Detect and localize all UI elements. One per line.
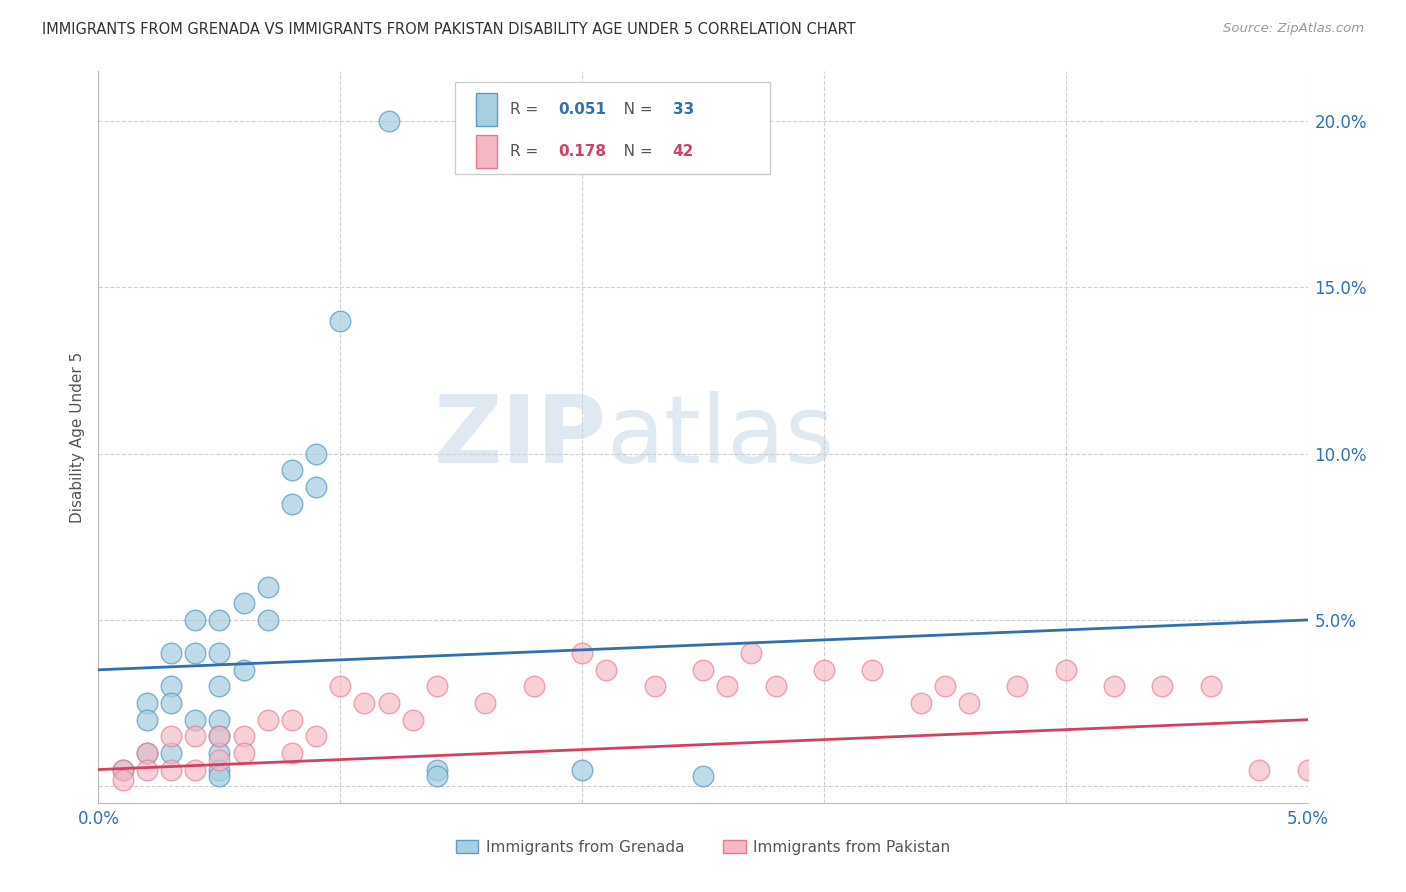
Point bbox=[305, 447, 328, 461]
Point bbox=[208, 646, 231, 660]
Point bbox=[160, 696, 183, 710]
Text: R =: R = bbox=[509, 145, 543, 159]
Point bbox=[305, 729, 328, 743]
Text: 42: 42 bbox=[673, 145, 695, 159]
Point bbox=[281, 713, 304, 727]
Point bbox=[184, 613, 207, 627]
Point bbox=[1199, 680, 1222, 694]
Point bbox=[571, 646, 593, 660]
Point bbox=[208, 729, 231, 743]
Point bbox=[644, 680, 666, 694]
Text: atlas: atlas bbox=[606, 391, 835, 483]
Point bbox=[160, 646, 183, 660]
Point bbox=[957, 696, 980, 710]
Point bbox=[329, 314, 352, 328]
Point bbox=[740, 646, 762, 660]
Text: 0.051: 0.051 bbox=[558, 102, 606, 117]
Point bbox=[1249, 763, 1271, 777]
Point bbox=[474, 696, 496, 710]
Point bbox=[256, 613, 278, 627]
Point bbox=[256, 580, 278, 594]
Point bbox=[135, 696, 157, 710]
Text: Source: ZipAtlas.com: Source: ZipAtlas.com bbox=[1223, 22, 1364, 36]
Point bbox=[426, 769, 449, 783]
Legend: Immigrants from Grenada, Immigrants from Pakistan: Immigrants from Grenada, Immigrants from… bbox=[450, 834, 956, 861]
Point bbox=[426, 680, 449, 694]
Text: IMMIGRANTS FROM GRENADA VS IMMIGRANTS FROM PAKISTAN DISABILITY AGE UNDER 5 CORRE: IMMIGRANTS FROM GRENADA VS IMMIGRANTS FR… bbox=[42, 22, 856, 37]
Point bbox=[281, 463, 304, 477]
Point bbox=[571, 763, 593, 777]
Point bbox=[135, 746, 157, 760]
Point bbox=[910, 696, 932, 710]
Point bbox=[208, 680, 231, 694]
Point bbox=[426, 763, 449, 777]
Point bbox=[208, 769, 231, 783]
Point bbox=[135, 713, 157, 727]
Point bbox=[184, 729, 207, 743]
Y-axis label: Disability Age Under 5: Disability Age Under 5 bbox=[69, 351, 84, 523]
Point bbox=[160, 746, 183, 760]
Point bbox=[232, 729, 254, 743]
Point bbox=[184, 646, 207, 660]
Point bbox=[353, 696, 375, 710]
Point bbox=[160, 763, 183, 777]
Point bbox=[232, 663, 254, 677]
Point bbox=[111, 772, 134, 787]
Point bbox=[111, 763, 134, 777]
Point bbox=[523, 680, 546, 694]
Point bbox=[208, 746, 231, 760]
Point bbox=[595, 663, 617, 677]
Text: R =: R = bbox=[509, 102, 543, 117]
Text: 0.178: 0.178 bbox=[558, 145, 606, 159]
Point bbox=[692, 663, 714, 677]
Point bbox=[208, 753, 231, 767]
Text: 33: 33 bbox=[673, 102, 695, 117]
Text: N =: N = bbox=[609, 145, 657, 159]
FancyBboxPatch shape bbox=[456, 82, 769, 174]
Point bbox=[208, 763, 231, 777]
Point bbox=[716, 680, 738, 694]
Point bbox=[305, 480, 328, 494]
Point bbox=[329, 680, 352, 694]
Point bbox=[232, 746, 254, 760]
Point bbox=[184, 763, 207, 777]
Point bbox=[208, 713, 231, 727]
Point bbox=[377, 696, 399, 710]
Text: ZIP: ZIP bbox=[433, 391, 606, 483]
Point bbox=[692, 769, 714, 783]
Point bbox=[232, 596, 254, 610]
Point bbox=[160, 680, 183, 694]
Point bbox=[184, 713, 207, 727]
Point bbox=[1007, 680, 1029, 694]
Point bbox=[377, 114, 399, 128]
Point bbox=[160, 729, 183, 743]
Point bbox=[860, 663, 883, 677]
Point bbox=[1152, 680, 1174, 694]
Point bbox=[934, 680, 956, 694]
Point bbox=[281, 497, 304, 511]
Point bbox=[208, 729, 231, 743]
Point bbox=[765, 680, 787, 694]
Point bbox=[135, 746, 157, 760]
Point bbox=[111, 763, 134, 777]
Point bbox=[208, 613, 231, 627]
Point bbox=[1296, 763, 1319, 777]
Point bbox=[1054, 663, 1077, 677]
Point bbox=[813, 663, 835, 677]
Point bbox=[281, 746, 304, 760]
FancyBboxPatch shape bbox=[475, 93, 498, 126]
Point bbox=[256, 713, 278, 727]
Point bbox=[402, 713, 425, 727]
Point bbox=[1102, 680, 1125, 694]
FancyBboxPatch shape bbox=[475, 136, 498, 168]
Point bbox=[135, 763, 157, 777]
Text: N =: N = bbox=[609, 102, 657, 117]
